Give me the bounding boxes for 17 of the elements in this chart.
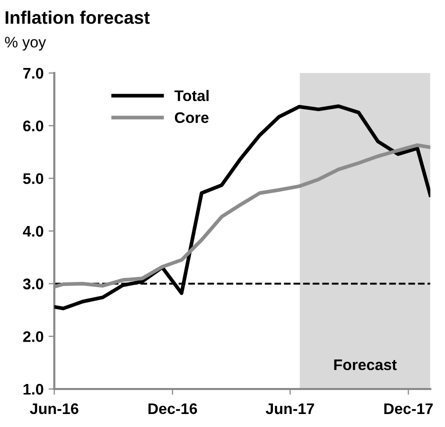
y-tick-label: 3.0 bbox=[22, 278, 44, 290]
y-tick-label: 7.0 bbox=[23, 68, 44, 79]
x-tick-label: Dec-16 bbox=[148, 403, 198, 414]
chart-title: Inflation forecast bbox=[6, 10, 150, 24]
y-tick-label: 4.0 bbox=[22, 226, 44, 237]
y-tick-label: 5.0 bbox=[23, 173, 44, 184]
line-series bbox=[54, 104, 430, 310]
legend-label: Total bbox=[174, 90, 209, 102]
y-tick-label: 1.0 bbox=[24, 384, 44, 395]
x-tick-label: Jun-16 bbox=[30, 403, 78, 414]
y-tick-label: 6.0 bbox=[23, 120, 44, 132]
y-axis-title: % yoy bbox=[4, 36, 46, 51]
legend-label: Core bbox=[174, 112, 209, 124]
x-tick-label: Dec-17 bbox=[384, 403, 433, 414]
band-label: Forecast bbox=[334, 360, 397, 370]
x-tick-label: Jun-17 bbox=[266, 403, 314, 414]
y-tick-label: 2.0 bbox=[23, 331, 44, 342]
